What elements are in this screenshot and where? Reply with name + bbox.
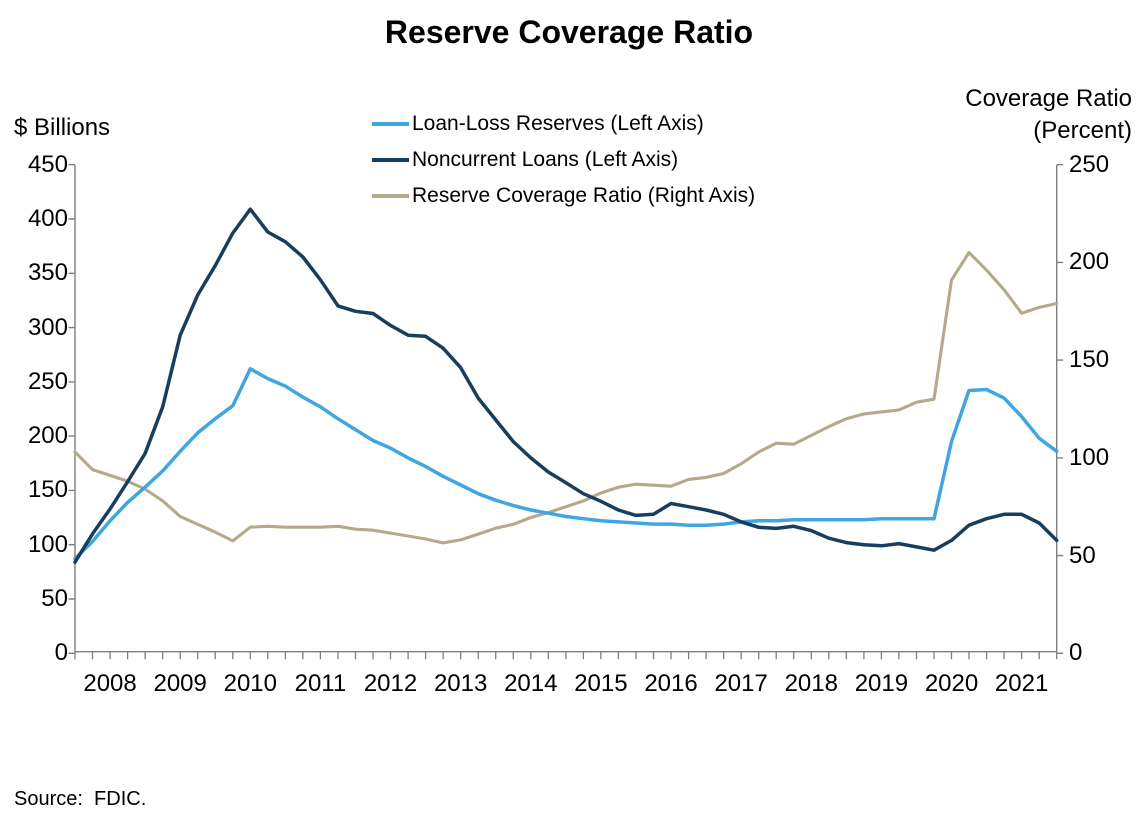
left-axis-tick-label: 300	[27, 313, 68, 341]
legend-item: Loan-Loss Reserves (Left Axis)	[372, 106, 755, 142]
left-axis-tick-label: 400	[27, 204, 68, 232]
left-axis-tick-label: 450	[27, 150, 68, 178]
left-axis-tick-label: 150	[27, 476, 68, 504]
chart-legend: Loan-Loss Reserves (Left Axis) Noncurrent…	[372, 106, 755, 214]
x-axis-year-label: 2012	[363, 670, 418, 697]
right-axis-unit-line2: (Percent)	[1033, 117, 1132, 144]
left-axis-tick-label: 200	[27, 422, 68, 450]
right-axis-tick-label: 100	[1069, 443, 1110, 471]
footer-notes: Source: FDIC. Note: The reserve coverage…	[14, 729, 1040, 827]
legend-color-swatch	[372, 194, 409, 198]
legend-color-swatch	[372, 122, 409, 126]
x-axis-year-label: 2014	[504, 670, 558, 697]
left-axis-unit-label: $ Billions	[14, 114, 111, 141]
series-line-reserve-coverage-ratio-right-axis	[73, 251, 1059, 545]
left-axis-tick-label: 250	[27, 367, 68, 395]
left-axis-tick-label: 100	[27, 530, 68, 558]
x-axis-year-label: 2016	[644, 670, 698, 697]
chart-title: Reserve Coverage Ratio	[384, 14, 754, 50]
right-axis-tick-label: 0	[1069, 639, 1083, 667]
left-axis-tick-label: 0	[54, 639, 68, 667]
x-axis-year-label: 2018	[784, 670, 838, 697]
left-axis-tick-label: 50	[41, 585, 68, 612]
right-axis-tick-label: 250	[1069, 150, 1110, 178]
left-axis-tick-label: 350	[27, 259, 68, 287]
legend-item-label: Noncurrent Loans (Left Axis)	[412, 148, 679, 171]
legend-item: Reserve Coverage Ratio (Right Axis)	[372, 178, 755, 214]
right-axis-ticks	[1056, 164, 1064, 654]
x-axis-year-label: 2010	[223, 670, 277, 697]
legend-item: Noncurrent Loans (Left Axis)	[372, 142, 755, 178]
x-axis-year-label: 2020	[924, 670, 979, 697]
axes-frame	[74, 165, 1058, 653]
right-axis-tick-label: 150	[1069, 346, 1110, 374]
series-line-loan-loss-reserves-left-axis	[73, 367, 1059, 561]
right-axis-tick-label: 50	[1069, 541, 1096, 569]
x-axis-year-label: 2011	[294, 670, 347, 697]
x-axis-quarter-ticks	[74, 651, 1058, 660]
left-axis-ticks	[68, 164, 75, 654]
right-axis-unit-label: Coverage Ratio (Percent)	[965, 83, 1132, 147]
series-line-noncurrent-loans-left-axis	[73, 207, 1059, 564]
x-axis-year-label: 2009	[153, 670, 207, 697]
x-axis-year-label: 2008	[83, 670, 137, 697]
x-axis-year-label: 2021	[994, 670, 1049, 697]
x-axis-year-label: 2015	[574, 670, 628, 697]
source-line: Source: FDIC.	[14, 788, 147, 810]
legend-color-swatch	[372, 158, 409, 162]
right-axis-tick-label: 200	[1069, 248, 1110, 276]
x-axis-year-label: 2013	[433, 670, 488, 697]
legend-item-label: Reserve Coverage Ratio (Right Axis)	[412, 184, 756, 207]
right-axis-unit-line1: Coverage Ratio	[965, 85, 1132, 112]
x-axis-year-label: 2019	[854, 670, 909, 697]
legend-item-label: Loan-Loss Reserves (Left Axis)	[412, 112, 704, 135]
x-axis-year-label: 2017	[714, 670, 768, 697]
